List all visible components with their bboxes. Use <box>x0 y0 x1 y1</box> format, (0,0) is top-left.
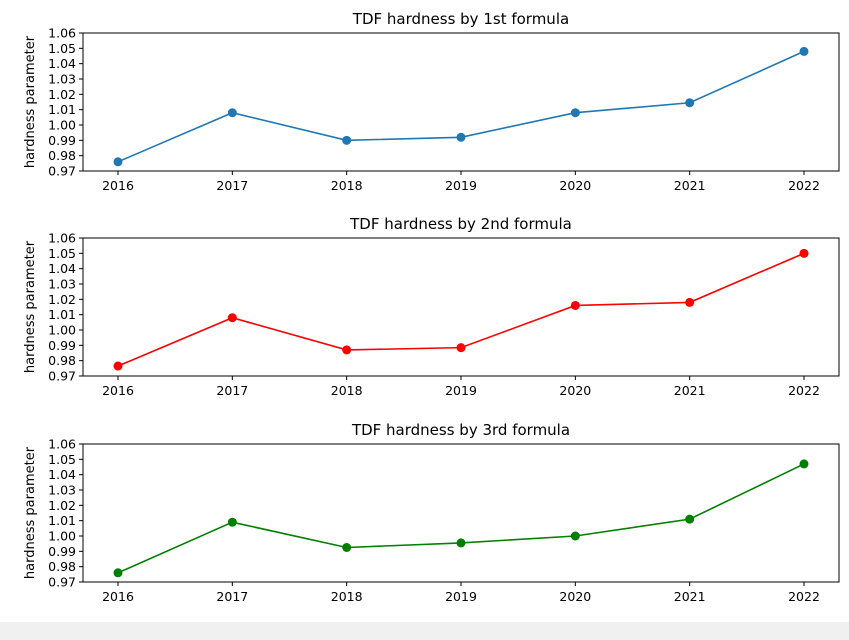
x-tick-label: 2021 <box>674 178 706 193</box>
data-point <box>227 517 237 527</box>
y-tick-label: 1.02 <box>48 498 76 513</box>
axes-frame <box>82 32 840 172</box>
data-point <box>685 98 695 108</box>
y-tick-label: 1.06 <box>48 437 76 452</box>
y-tick-label: 1.05 <box>48 452 76 467</box>
data-point <box>113 361 123 371</box>
y-tick-label: 0.99 <box>48 544 76 559</box>
y-axis-label: hardness parameter <box>23 35 38 168</box>
data-point <box>113 157 123 167</box>
y-tick-label: 1.03 <box>48 277 76 292</box>
y-axis-label: hardness parameter <box>23 446 38 579</box>
data-point <box>342 543 352 552</box>
x-tick-label: 2017 <box>216 589 248 604</box>
x-tick-label: 2021 <box>674 589 706 604</box>
x-tick-label: 2020 <box>559 178 591 193</box>
y-tick-label: 0.99 <box>48 338 76 353</box>
data-point <box>456 343 466 353</box>
data-point <box>113 568 123 578</box>
data-point <box>342 345 352 355</box>
x-tick-label: 2022 <box>788 589 820 604</box>
subplot-2: TDF hardness by 2nd formula hardness para… <box>23 215 840 398</box>
y-tick-label: 1.04 <box>48 467 76 482</box>
y-axis-label: hardness parameter <box>23 240 38 373</box>
subplot-1: TDF hardness by 1st formula hardness para… <box>23 10 840 193</box>
y-tick-label: 1.01 <box>48 102 76 117</box>
data-point <box>685 514 695 524</box>
y-tick-label: 1.06 <box>48 26 76 41</box>
data-point <box>799 46 809 56</box>
data-point <box>570 531 580 541</box>
y-tick-label: 1.01 <box>48 307 76 322</box>
x-tick-label: 2018 <box>331 383 363 398</box>
series-line <box>117 463 805 574</box>
y-tick-label: 1.06 <box>48 231 76 246</box>
x-tick-label: 2019 <box>445 383 477 398</box>
data-point <box>685 297 695 307</box>
y-tick-label: 1.01 <box>48 513 76 528</box>
y-tick-label: 1.03 <box>48 483 76 498</box>
x-tick-label: 2020 <box>559 383 591 398</box>
chart-title: TDF hardness by 1st formula <box>352 10 569 28</box>
chart-title: TDF hardness by 2nd formula <box>349 215 572 233</box>
y-tick-label: 1.00 <box>48 323 76 338</box>
y-tick-label: 0.98 <box>48 148 76 163</box>
y-tick-label: 1.03 <box>48 72 76 87</box>
x-tick-label: 2017 <box>216 178 248 193</box>
y-tick-label: 0.98 <box>48 353 76 368</box>
x-tick-label: 2016 <box>102 383 134 398</box>
chart-title: TDF hardness by 3rd formula <box>351 421 570 439</box>
x-tick-label: 2022 <box>788 383 820 398</box>
y-tick-label: 1.02 <box>48 87 76 102</box>
data-point <box>799 248 809 258</box>
y-tick-label: 0.98 <box>48 559 76 574</box>
data-point <box>456 538 466 548</box>
data-point <box>570 300 580 310</box>
y-tick-label: 1.04 <box>48 261 76 276</box>
y-tick-label: 0.97 <box>48 369 76 384</box>
y-tick-label: 1.00 <box>48 529 76 544</box>
y-tick-label: 0.97 <box>48 164 76 179</box>
x-tick-label: 2020 <box>559 589 591 604</box>
status-strip <box>0 622 849 640</box>
data-point <box>227 313 237 323</box>
data-point <box>799 459 809 469</box>
series-line <box>117 50 805 163</box>
y-tick-label: 1.02 <box>48 292 76 307</box>
data-point <box>570 108 580 118</box>
y-tick-label: 0.97 <box>48 575 76 590</box>
subplot-3: TDF hardness by 3rd formula hardness para… <box>23 421 840 604</box>
y-tick-label: 1.00 <box>48 118 76 133</box>
data-point <box>227 108 237 118</box>
axes-frame <box>82 443 840 583</box>
data-point <box>456 132 466 142</box>
x-tick-label: 2019 <box>445 178 477 193</box>
x-tick-label: 2017 <box>216 383 248 398</box>
y-tick-label: 1.05 <box>48 41 76 56</box>
x-tick-label: 2016 <box>102 589 134 604</box>
x-tick-label: 2018 <box>331 178 363 193</box>
x-tick-label: 2016 <box>102 178 134 193</box>
y-tick-label: 1.05 <box>48 246 76 261</box>
x-tick-label: 2022 <box>788 178 820 193</box>
x-tick-label: 2019 <box>445 589 477 604</box>
data-point <box>342 135 352 145</box>
y-tick-label: 0.99 <box>48 133 76 148</box>
x-tick-label: 2021 <box>674 383 706 398</box>
x-tick-label: 2018 <box>331 589 363 604</box>
axes-frame <box>82 237 840 377</box>
y-tick-label: 1.04 <box>48 56 76 71</box>
